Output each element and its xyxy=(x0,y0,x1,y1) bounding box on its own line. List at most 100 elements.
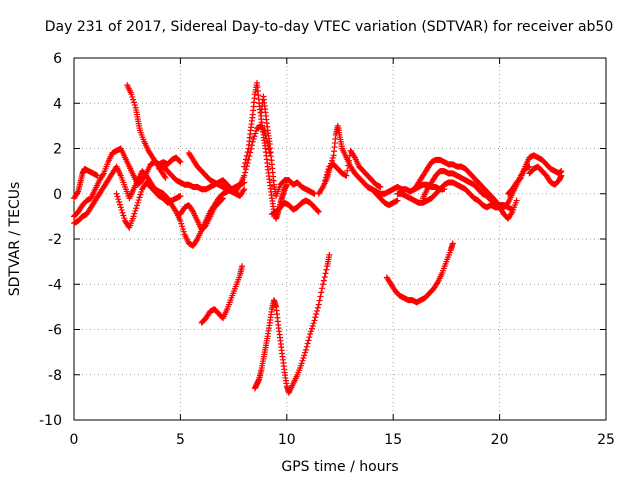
data-point-marker xyxy=(317,293,324,300)
data-point-marker xyxy=(136,194,143,201)
data-point-marker xyxy=(299,357,306,364)
data-point-marker xyxy=(323,171,330,178)
data-point-marker xyxy=(312,314,319,321)
series-track-d xyxy=(113,179,184,231)
series-track-e xyxy=(124,82,169,181)
data-point-marker xyxy=(345,162,352,169)
data-point-marker xyxy=(318,289,325,296)
data-point-marker xyxy=(74,189,81,196)
x-tick-label: 20 xyxy=(491,432,509,448)
data-point-marker xyxy=(302,349,309,356)
data-point-marker xyxy=(311,317,318,324)
data-point-marker xyxy=(219,195,226,202)
series-track-q xyxy=(419,168,516,213)
data-point-marker xyxy=(115,196,122,203)
data-point-marker xyxy=(177,217,184,224)
data-point-marker xyxy=(253,127,260,134)
y-tick-label: -8 xyxy=(48,368,62,384)
data-point-marker xyxy=(162,174,169,181)
y-tick-label: -6 xyxy=(48,323,62,339)
data-point-marker xyxy=(509,206,516,213)
data-point-marker xyxy=(322,177,329,184)
data-point-marker xyxy=(300,355,307,362)
data-point-marker xyxy=(189,207,196,214)
y-tick-label: -4 xyxy=(48,277,62,293)
data-point-marker xyxy=(241,172,248,179)
data-point-marker xyxy=(177,193,184,200)
data-point-marker xyxy=(242,159,249,166)
data-point-marker xyxy=(131,210,138,217)
data-point-marker xyxy=(180,228,187,235)
data-point-marker xyxy=(319,185,326,192)
y-tick-label: 4 xyxy=(53,96,62,112)
data-point-marker xyxy=(316,297,323,304)
data-point-marker xyxy=(134,199,141,206)
x-tick-labels: 0 5 10 15 20 25 xyxy=(70,432,615,448)
data-point-marker xyxy=(309,322,316,329)
data-point-marker xyxy=(301,352,308,359)
data-point-marker xyxy=(135,197,142,204)
data-point-marker xyxy=(118,207,125,214)
data-point-marker xyxy=(252,130,259,137)
data-point-marker xyxy=(314,207,321,214)
data-point-marker xyxy=(315,208,322,215)
data-point-marker xyxy=(307,331,314,338)
data-point-marker xyxy=(131,102,138,109)
data-point-marker xyxy=(319,281,326,288)
data-point-marker xyxy=(250,135,257,142)
data-point-marker xyxy=(179,223,186,230)
data-point-marker xyxy=(394,197,401,204)
data-point-marker xyxy=(242,156,249,163)
series-track-h xyxy=(185,150,248,200)
data-point-marker xyxy=(323,266,330,273)
data-point-marker xyxy=(351,153,358,160)
data-point-marker xyxy=(131,99,138,106)
x-tick-label: 5 xyxy=(176,432,185,448)
data-point-marker xyxy=(137,191,144,198)
data-point-marker xyxy=(113,190,120,197)
data-point-marker xyxy=(315,301,322,308)
series-track-t xyxy=(198,263,246,326)
data-point-marker xyxy=(243,152,250,159)
data-point-marker xyxy=(240,187,247,194)
y-tick-label: -2 xyxy=(48,232,62,248)
series-track-j xyxy=(258,93,318,200)
data-point-marker xyxy=(319,285,326,292)
data-point-marker xyxy=(138,188,145,195)
data-point-marker xyxy=(513,197,520,204)
data-point-marker xyxy=(133,205,140,212)
data-point-marker xyxy=(321,274,328,281)
series-track-s xyxy=(526,163,565,188)
series-track-i xyxy=(241,79,290,222)
data-point-marker xyxy=(130,96,137,103)
data-point-marker xyxy=(314,304,321,311)
y-tick-label: -10 xyxy=(39,413,62,429)
x-tick-label: 25 xyxy=(597,432,615,448)
data-point-marker xyxy=(314,307,321,314)
data-point-marker xyxy=(129,93,136,100)
series-track-l xyxy=(315,122,448,197)
data-point-marker xyxy=(121,215,128,222)
series-track-v xyxy=(383,240,456,306)
data-point-marker xyxy=(308,325,315,332)
data-point-marker xyxy=(377,183,384,190)
series-track-f xyxy=(156,122,273,195)
data-point-marker xyxy=(251,133,258,140)
data-point-marker xyxy=(324,169,331,176)
data-markers xyxy=(71,79,565,396)
data-point-marker xyxy=(178,220,185,227)
data-point-marker xyxy=(239,263,246,270)
data-point-marker xyxy=(244,149,251,156)
data-point-marker xyxy=(193,237,200,244)
y-axis-label: SDTVAR / TECUs xyxy=(7,182,23,297)
series-track-m xyxy=(322,147,384,190)
data-point-marker xyxy=(120,212,127,219)
y-tick-label: 0 xyxy=(53,187,62,203)
data-point-marker xyxy=(161,173,168,180)
data-point-marker xyxy=(302,346,309,353)
data-point-marker xyxy=(128,91,135,98)
data-point-marker xyxy=(517,175,524,182)
data-point-marker xyxy=(326,251,333,258)
